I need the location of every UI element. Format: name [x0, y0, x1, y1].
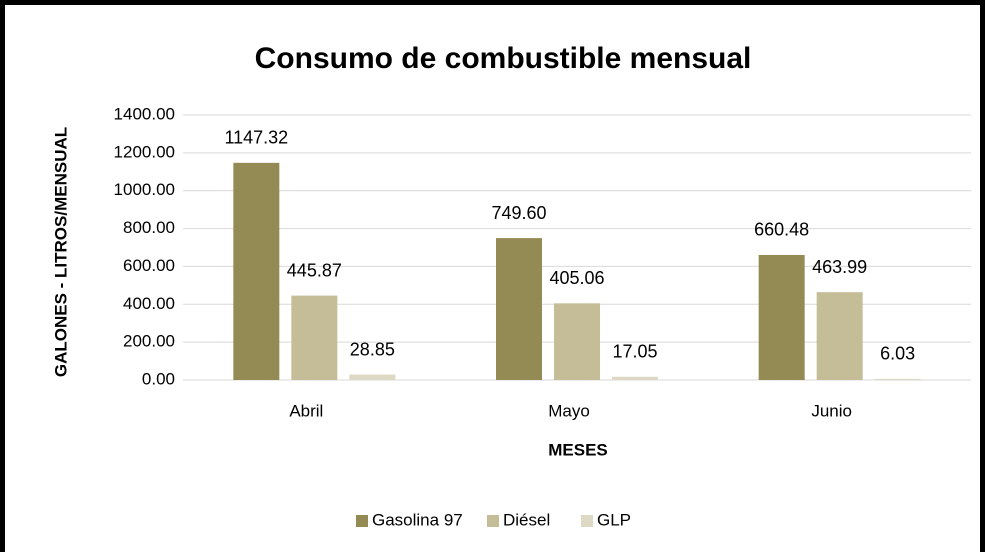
bar	[349, 374, 396, 380]
data-label: 749.60	[491, 203, 546, 223]
y-tick-label: 0.00	[142, 369, 175, 388]
data-label: 1147.32	[224, 128, 288, 148]
x-tick-label: Junio	[811, 401, 852, 420]
bar	[496, 238, 542, 380]
data-label: 6.03	[880, 344, 915, 364]
legend-label: Diésel	[503, 510, 550, 529]
x-tick-label: Abril	[289, 401, 323, 420]
data-label: 660.48	[754, 220, 809, 240]
y-tick-label: 600.00	[123, 256, 175, 275]
x-axis-title: MESES	[548, 440, 608, 459]
y-tick-label: 1200.00	[114, 142, 175, 161]
bar	[874, 378, 921, 380]
legend-label: GLP	[597, 510, 631, 529]
bar	[816, 292, 863, 380]
legend-label: Gasolina 97	[372, 510, 463, 529]
y-tick-label: 400.00	[123, 294, 175, 313]
legend-swatch	[581, 515, 593, 527]
y-tick-label: 200.00	[123, 332, 175, 351]
data-label: 445.87	[287, 260, 342, 280]
bar	[291, 295, 338, 380]
x-tick-label: Mayo	[548, 401, 590, 420]
y-tick-label: 800.00	[123, 218, 175, 237]
y-tick-label: 1400.00	[114, 104, 175, 123]
data-label: 463.99	[812, 257, 867, 277]
legend-swatch	[487, 515, 499, 527]
data-label: 28.85	[350, 339, 395, 359]
data-label: 17.05	[612, 342, 657, 362]
bar	[554, 303, 600, 380]
bar	[612, 376, 658, 380]
y-axis-title: GALONES - LITROS/MENSUAL	[51, 127, 70, 377]
chart-title: Consumo de combustible mensual	[255, 42, 752, 75]
legend-swatch	[356, 515, 368, 527]
bar	[233, 162, 280, 380]
y-tick-label: 1000.00	[114, 180, 175, 199]
data-label: 405.06	[549, 268, 604, 288]
bar	[758, 254, 805, 380]
